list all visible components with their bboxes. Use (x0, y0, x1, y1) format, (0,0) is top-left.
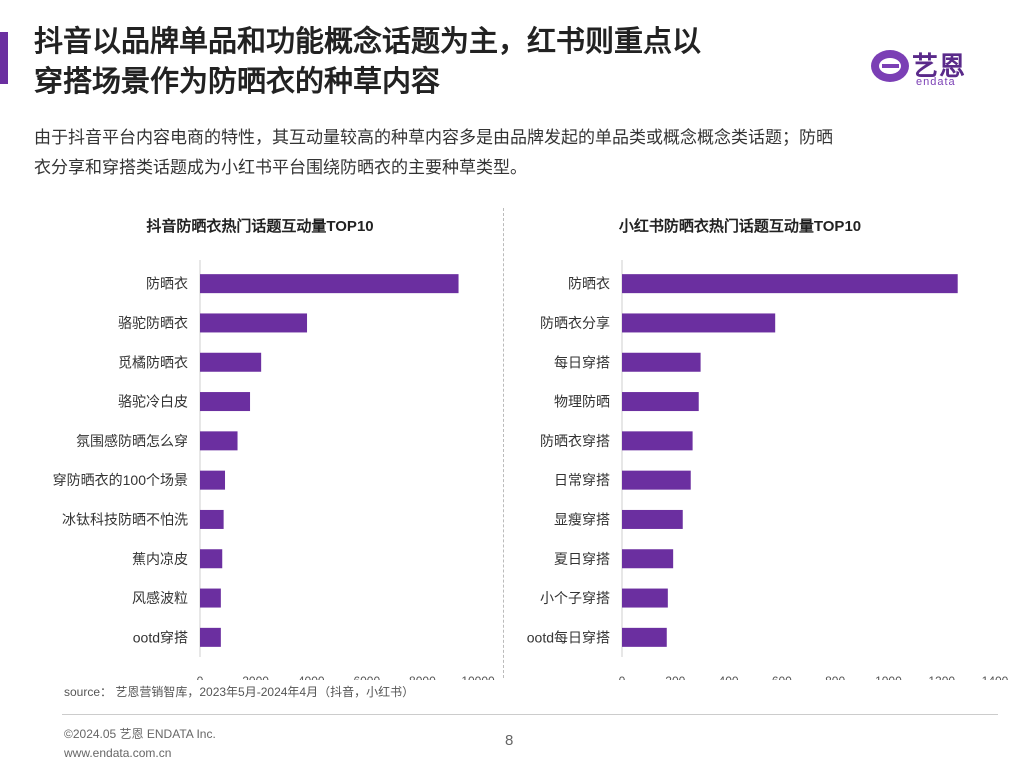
douyin-x-tick-label: 4000 (298, 674, 325, 680)
douyin-x-tick-label: 6000 (353, 674, 380, 680)
douyin-bar (200, 392, 251, 412)
page-title-line1: 抖音以品牌单品和功能概念话题为主，红书则重点以 (34, 26, 702, 58)
xiaohongshu-bar (622, 274, 958, 294)
douyin-category-label: 穿防晒衣的100个场景 (53, 472, 188, 488)
page-title: 抖音以品牌单品和功能概念话题为主，红书则重点以 穿搭场景作为防晒衣的种草内容 (34, 22, 834, 102)
xiaohongshu-bar (622, 509, 683, 529)
xiaohongshu-category-label: ootd每日穿搭 (527, 629, 610, 645)
xiaohongshu-category-label: 夏日穿搭 (554, 551, 610, 567)
douyin-bar (200, 509, 224, 529)
douyin-x-tick-label: 10000 (461, 674, 495, 680)
douyin-category-label: 觅橘防晒衣 (118, 354, 188, 370)
xiaohongshu-bar (622, 392, 699, 412)
douyin-bar (200, 431, 238, 451)
douyin-chart-title: 抖音防晒衣热门话题互动量TOP10 (146, 218, 374, 235)
xiaohongshu-category-label: 防晒衣 (568, 276, 610, 292)
xiaohongshu-category-label: 小个子穿搭 (540, 590, 610, 606)
douyin-x-tick-label: 8000 (409, 674, 436, 680)
page-title-line2: 穿搭场景作为防晒衣的种草内容 (34, 66, 441, 98)
douyin-bar (200, 313, 308, 333)
douyin-bar (200, 470, 226, 490)
douyin-category-label: 骆驼冷白皮 (118, 394, 188, 410)
description-line2: 衣分享和穿搭类话题成为小红书平台围绕防晒衣的主要种草类型。 (34, 158, 527, 177)
xiaohongshu-bar (622, 470, 691, 490)
xiaohongshu-bar (622, 588, 668, 608)
xiaohongshu-category-label: 每日穿搭 (554, 354, 610, 370)
douyin-bar-chart: 防晒衣骆驼防晒衣觅橘防晒衣骆驼冷白皮氛围感防晒怎么穿穿防晒衣的100个场景冰钛科… (53, 260, 495, 680)
xiaohongshu-chart-title: 小红书防晒衣热门话题互动量TOP10 (618, 218, 862, 235)
endata-logo: 艺恩 endata (868, 44, 998, 92)
xiaohongshu-x-tick-label: 400 (719, 674, 739, 680)
source-note: source： 艺恩营销智库，2023年5月-2024年4月（抖音，小红书） (64, 685, 415, 699)
xiaohongshu-category-label: 防晒衣穿搭 (540, 433, 610, 449)
xiaohongshu-bar (622, 431, 693, 451)
douyin-bar (200, 274, 459, 294)
douyin-category-label: 冰钛科技防晒不怕洗 (62, 511, 188, 527)
xiaohongshu-bar (622, 313, 776, 333)
xiaohongshu-bar (622, 627, 667, 647)
douyin-category-label: 防晒衣 (146, 276, 188, 292)
douyin-bar (200, 588, 221, 608)
douyin-category-label: 骆驼防晒衣 (118, 315, 188, 331)
xiaohongshu-x-tick-label: 800 (825, 674, 845, 680)
douyin-bar (200, 627, 221, 647)
douyin-x-tick-label: 2000 (242, 674, 269, 680)
footer-divider (62, 714, 998, 715)
xiaohongshu-bar (622, 549, 674, 569)
xiaohongshu-category-label: 显瘦穿搭 (554, 511, 610, 527)
douyin-x-tick-label: 0 (197, 674, 204, 680)
douyin-category-label: 氛围感防晒怎么穿 (76, 433, 188, 449)
logo-subtext: endata (916, 76, 956, 88)
page-number: 8 (505, 732, 514, 749)
xiaohongshu-x-tick-label: 1400 (982, 674, 1009, 680)
chart-divider (503, 208, 504, 678)
accent-bar (0, 32, 8, 84)
xiaohongshu-bar (622, 352, 701, 372)
xiaohongshu-category-label: 防晒衣分享 (540, 315, 610, 331)
endata-logo-icon (871, 50, 909, 82)
xiaohongshu-category-label: 日常穿搭 (554, 472, 610, 488)
logo-text: 艺恩 (912, 51, 967, 81)
xiaohongshu-x-tick-label: 0 (619, 674, 626, 680)
website-link: www.endata.com.cn (64, 746, 172, 760)
douyin-category-label: 蕉内凉皮 (132, 551, 188, 567)
copyright: ©2024.05 艺恩 ENDATA Inc. (64, 727, 216, 741)
douyin-category-label: 风感波粒 (132, 590, 188, 606)
douyin-category-label: ootd穿搭 (133, 629, 188, 645)
xiaohongshu-x-tick-label: 600 (772, 674, 792, 680)
xiaohongshu-x-tick-label: 1200 (928, 674, 955, 680)
xiaohongshu-x-tick-label: 1000 (875, 674, 902, 680)
douyin-bar (200, 549, 223, 569)
xiaohongshu-x-tick-label: 200 (665, 674, 685, 680)
douyin-bar (200, 352, 262, 372)
xiaohongshu-category-label: 物理防晒 (554, 394, 610, 410)
description-line1: 由于抖音平台内容电商的特性，其互动量较高的种草内容多是由品牌发起的单品类或概念概… (34, 128, 833, 147)
description: 由于抖音平台内容电商的特性，其互动量较高的种草内容多是由品牌发起的单品类或概念概… (34, 123, 984, 183)
